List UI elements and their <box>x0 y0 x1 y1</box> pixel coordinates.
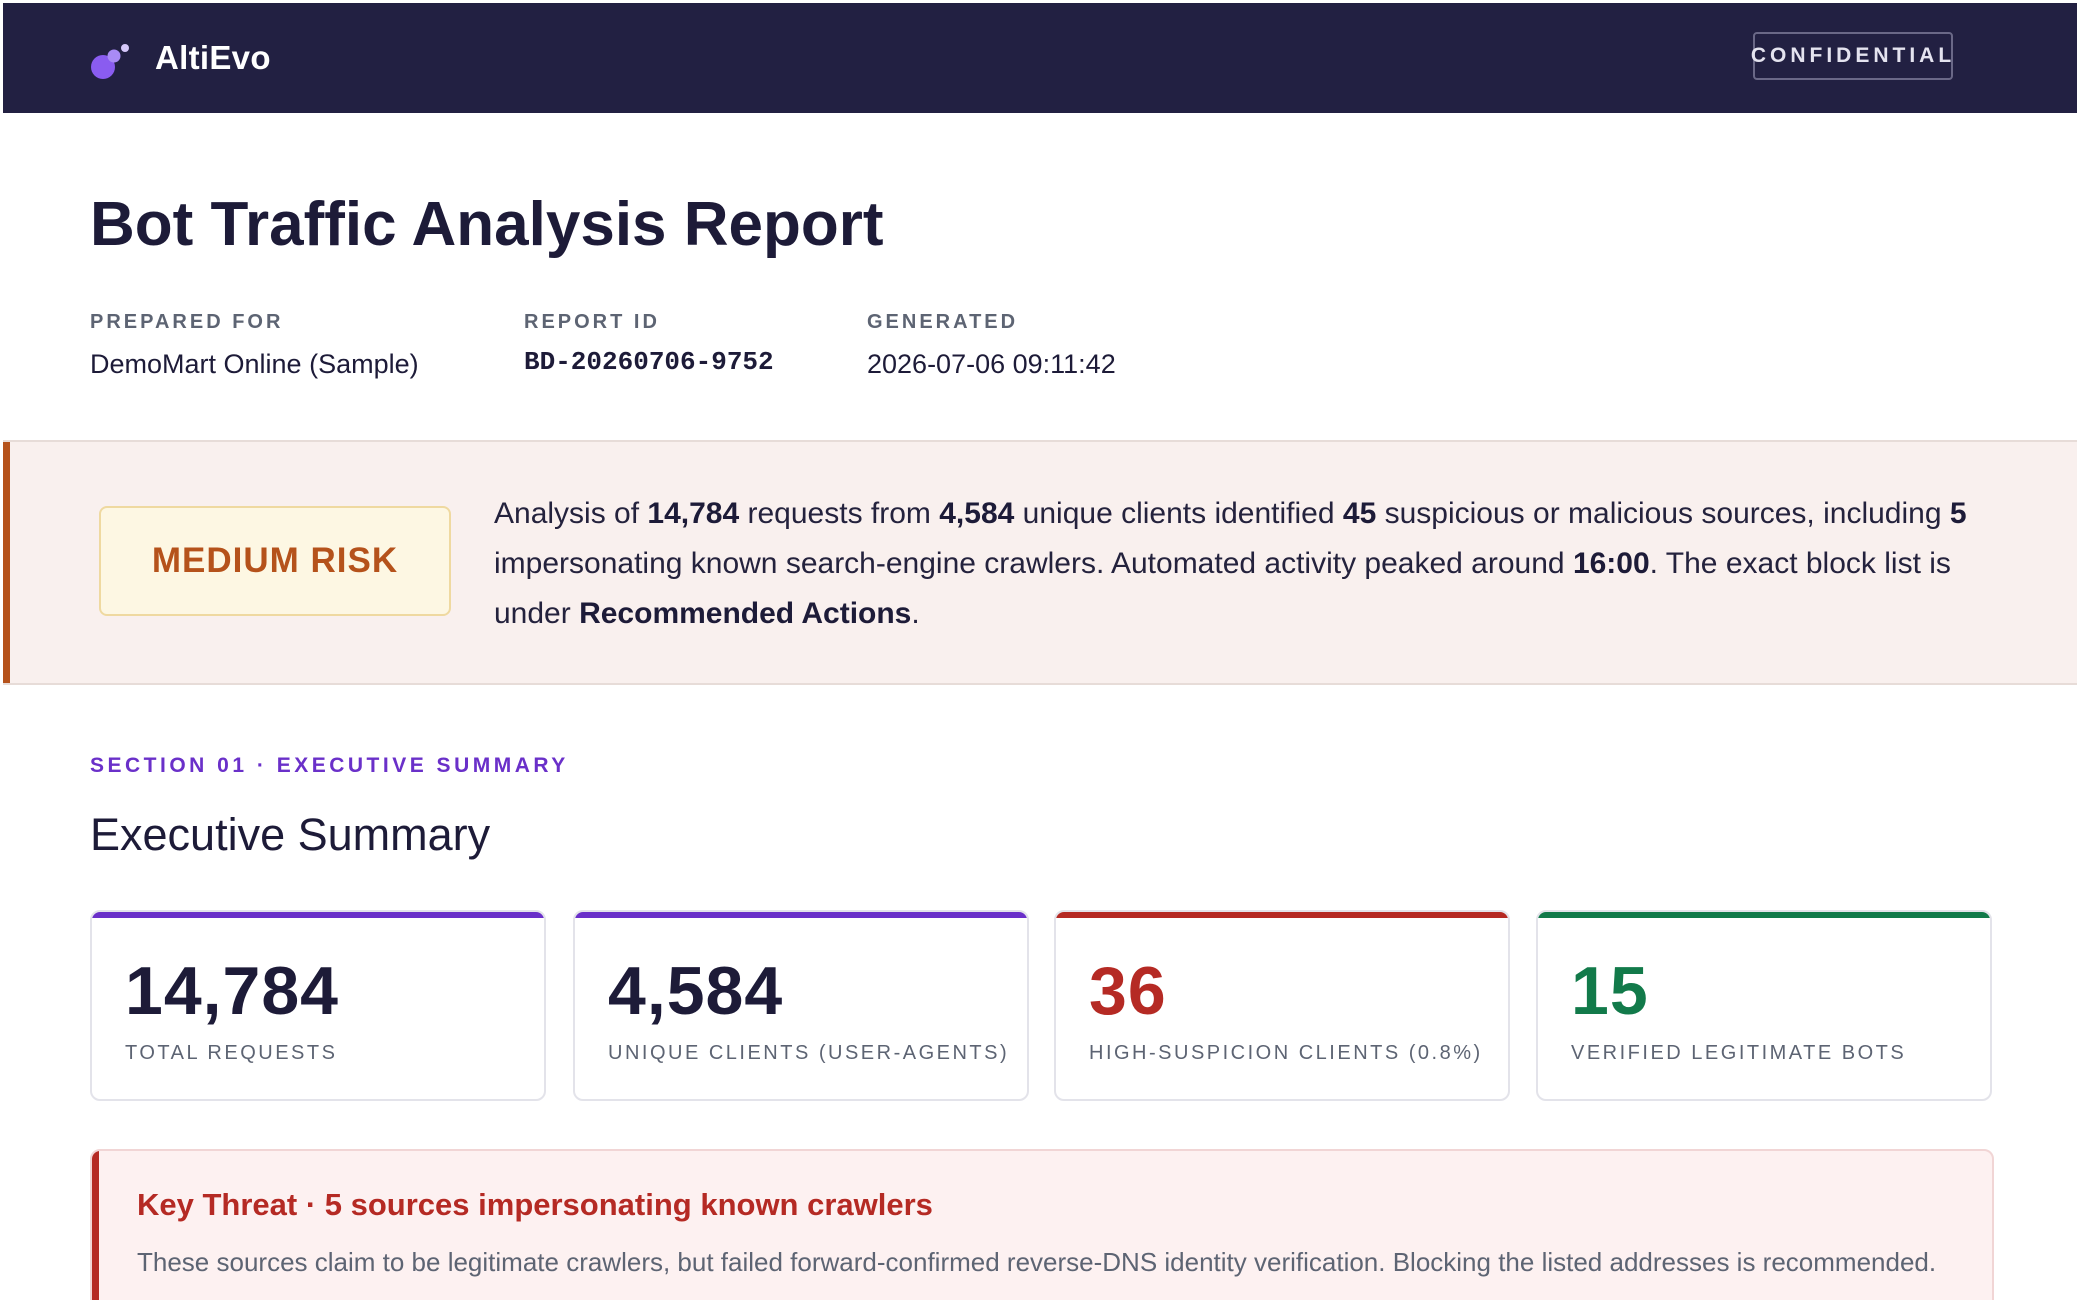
card-accent-bar <box>1056 912 1508 918</box>
card-accent-bar <box>92 912 544 918</box>
stat-card-high-suspicion: 36 HIGH-SUSPICION CLIENTS (0.8%) <box>1054 910 1510 1101</box>
meta-value: DemoMart Online (Sample) <box>90 349 419 379</box>
meta-label: REPORT ID <box>524 311 660 333</box>
stat-card-total-requests: 14,784 TOTAL REQUESTS <box>90 910 546 1101</box>
brand-name: AltiEvo <box>155 39 271 76</box>
stat-card-unique-clients: 4,584 UNIQUE CLIENTS (USER-AGENTS) <box>573 910 1029 1101</box>
top-navbar: AltiEvo CONFIDENTIAL <box>3 3 2077 113</box>
meta-report-id: REPORT ID BD-20260706-9752 <box>524 311 774 377</box>
meta-value: 2026-07-06 09:11:42 <box>867 349 1116 379</box>
stat-label: HIGH-SUSPICION CLIENTS (0.8%) <box>1089 1042 1483 1064</box>
molecule-logo-icon <box>91 44 129 79</box>
card-accent-bar <box>575 912 1027 918</box>
meta-label: GENERATED <box>867 311 1019 333</box>
recommended-actions-link[interactable]: Recommended Actions <box>579 597 912 630</box>
key-threat-callout: Key Threat · 5 sources impersonating kno… <box>90 1149 1994 1300</box>
card-accent-bar <box>1538 912 1990 918</box>
meta-label: PREPARED FOR <box>90 311 284 333</box>
risk-level-badge: MEDIUM RISK <box>99 506 451 616</box>
section-eyebrow: SECTION 01 · EXECUTIVE SUMMARY <box>90 754 569 777</box>
threat-title: Key Threat · 5 sources impersonating kno… <box>137 1187 933 1222</box>
risk-summary: Analysis of 14,784 requests from 4,584 u… <box>494 497 1967 630</box>
report-page: AltiEvo CONFIDENTIAL Bot Traffic Analysi… <box>3 3 2077 1300</box>
meta-prepared-for: PREPARED FOR DemoMart Online (Sample) <box>90 311 419 380</box>
stat-requests: 14,784 <box>647 497 740 530</box>
meta-value: BD-20260706-9752 <box>524 347 774 377</box>
stat-card-legitimate-bots: 15 VERIFIED LEGITIMATE BOTS <box>1536 910 1992 1101</box>
stat-value: 36 <box>1089 953 1167 1029</box>
meta-generated: GENERATED 2026-07-06 09:11:42 <box>867 311 1116 380</box>
stat-label: VERIFIED LEGITIMATE BOTS <box>1571 1042 1907 1064</box>
threat-description: These sources claim to be legitimate cra… <box>137 1247 1937 1277</box>
threat-accent-bar <box>92 1151 99 1300</box>
stat-suspicious: 45 <box>1342 497 1377 530</box>
confidential-badge: CONFIDENTIAL <box>1751 32 1953 80</box>
risk-accent-bar <box>3 442 10 683</box>
stat-value: 4,584 <box>608 953 784 1029</box>
stat-peak-time: 16:00 <box>1572 547 1650 580</box>
stat-value: 14,784 <box>125 953 339 1029</box>
stat-label: TOTAL REQUESTS <box>125 1042 338 1064</box>
section-title: Executive Summary <box>90 809 491 860</box>
risk-banner: MEDIUM RISK Analysis of 14,784 requests … <box>3 440 2077 685</box>
stat-impersonating: 5 <box>1949 497 1967 530</box>
report-title: Bot Traffic Analysis Report <box>90 190 884 259</box>
stat-label: UNIQUE CLIENTS (USER-AGENTS) <box>608 1042 1010 1064</box>
stat-value: 15 <box>1571 953 1649 1029</box>
stat-clients: 4,584 <box>939 497 1015 530</box>
